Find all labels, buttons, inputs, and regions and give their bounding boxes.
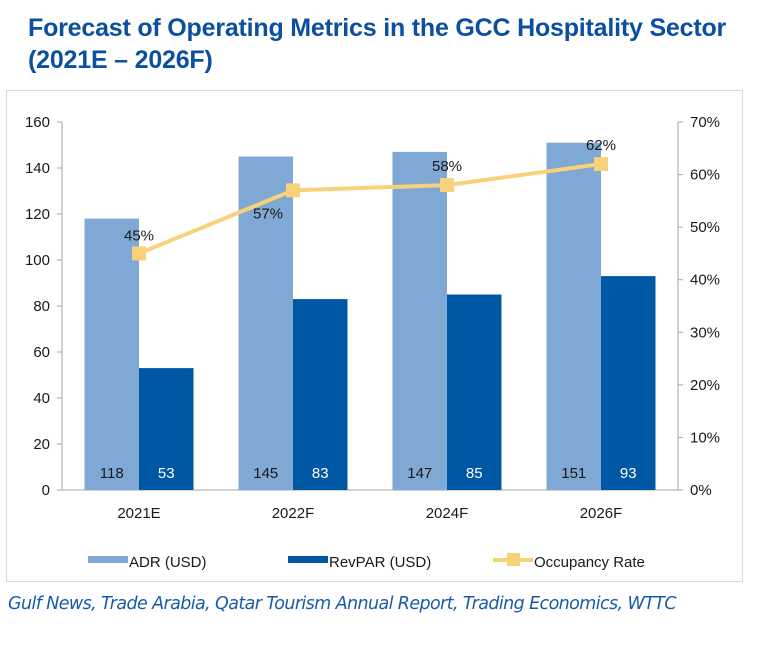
x-axis-category-label: 2022F <box>272 505 315 522</box>
right-axis-tick-label: 20% <box>690 377 720 394</box>
adr-data-label: 145 <box>253 465 278 482</box>
adr-data-label: 151 <box>561 465 586 482</box>
right-axis-tick-label: 40% <box>690 272 720 289</box>
legend-occupancy-marker <box>507 553 520 566</box>
bar-labels: 118 53 145 83 147 85 151 93 <box>100 465 637 482</box>
revpar-bar <box>139 368 194 490</box>
revpar-bar <box>601 276 656 490</box>
occupancy-marker <box>594 157 608 172</box>
left-axis-tick-label: 140 <box>25 160 50 177</box>
left-axis-tick-label: 40 <box>33 390 50 407</box>
adr-bar <box>84 218 139 490</box>
x-axis-labels: 2021E 2022F 2024F 2026F <box>117 505 622 522</box>
adr-bar <box>546 142 601 490</box>
occupancy-data-label: 62% <box>586 137 616 154</box>
occupancy-line-group: 45% 57% 58% 62% <box>124 137 616 261</box>
occupancy-data-label: 57% <box>253 205 283 222</box>
right-axis-tick-label: 10% <box>690 429 720 446</box>
revpar-bar <box>293 299 348 490</box>
revpar-data-label: 53 <box>158 465 175 482</box>
legend: ADR (USD) RevPAR (USD) Occupancy Rate <box>88 553 645 571</box>
right-axis-tick-label: 50% <box>690 219 720 236</box>
adr-bar <box>238 156 293 490</box>
occupancy-marker <box>132 246 146 261</box>
legend-revpar-label: RevPAR (USD) <box>329 554 431 571</box>
occupancy-marker <box>286 183 300 198</box>
chart-frame <box>6 90 743 582</box>
right-axis: 0% 10% 20% 30% 40% 50% 60% 70% <box>677 114 720 499</box>
right-axis-tick-label: 60% <box>690 167 720 184</box>
revpar-data-label: 85 <box>466 465 483 482</box>
left-axis: 0 20 40 60 80 100 120 140 160 <box>25 114 678 499</box>
legend-occupancy-label: Occupancy Rate <box>534 554 645 571</box>
chart-title: Forecast of Operating Metrics in the GCC… <box>28 14 727 74</box>
source-note: Gulf News, Trade Arabia, Qatar Tourism A… <box>8 594 677 614</box>
left-axis-tick-label: 120 <box>25 206 50 223</box>
occupancy-data-label: 58% <box>432 158 462 175</box>
adr-data-label: 118 <box>100 465 124 482</box>
left-axis-tick-label: 60 <box>33 344 50 361</box>
left-axis-tick-label: 100 <box>25 252 50 269</box>
adr-data-label: 147 <box>407 465 432 482</box>
revpar-data-label: 83 <box>312 465 329 482</box>
chart-plot: 0 20 40 60 80 100 120 140 160 0% 10% 20% 30% 40% 50% 6… <box>25 114 720 571</box>
legend-adr-swatch <box>88 556 128 563</box>
adr-bar <box>392 151 447 490</box>
occupancy-data-label: 45% <box>124 227 154 244</box>
left-axis-tick-label: 20 <box>33 436 50 453</box>
x-axis-category-label: 2024F <box>426 505 469 522</box>
legend-adr-label: ADR (USD) <box>129 554 207 571</box>
revpar-bar <box>447 294 502 490</box>
x-axis-category-label: 2026F <box>580 505 623 522</box>
left-axis-tick-label: 160 <box>25 114 50 131</box>
legend-revpar-swatch <box>288 556 328 563</box>
occupancy-marker <box>440 178 454 193</box>
bars <box>84 142 656 490</box>
occupancy-line <box>138 162 602 256</box>
revpar-data-label: 93 <box>620 465 637 482</box>
left-axis-tick-label: 80 <box>33 298 50 315</box>
right-axis-tick-label: 70% <box>690 114 720 131</box>
left-axis-tick-label: 0 <box>42 482 50 499</box>
right-axis-tick-label: 0% <box>690 482 712 499</box>
right-axis-tick-label: 30% <box>690 324 720 341</box>
x-axis-category-label: 2021E <box>117 505 160 522</box>
